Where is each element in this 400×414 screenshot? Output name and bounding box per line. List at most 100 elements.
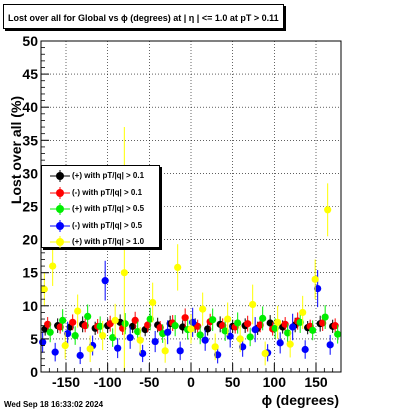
data-point bbox=[101, 277, 109, 285]
data-point bbox=[49, 262, 57, 270]
legend-item-0: (+) with pT/|q| > 0.1 bbox=[42, 168, 159, 184]
y-tick-label-3: 15 bbox=[22, 265, 38, 281]
data-point bbox=[311, 275, 319, 283]
x-tick-label-6: 150 bbox=[304, 374, 328, 390]
data-point bbox=[76, 351, 84, 360]
data-point bbox=[289, 323, 297, 331]
data-point bbox=[69, 318, 77, 326]
data-point bbox=[251, 326, 259, 334]
series-4 bbox=[40, 127, 332, 372]
data-point bbox=[61, 341, 69, 350]
y-tick-label-8: 40 bbox=[22, 99, 38, 115]
legend-label-3: (-) with pT/|q| > 0.5 bbox=[72, 220, 143, 230]
data-point bbox=[196, 331, 204, 339]
data-point bbox=[194, 322, 202, 330]
legend-item-3: (-) with pT/|q| > 0.5 bbox=[42, 218, 159, 234]
data-point bbox=[96, 322, 104, 330]
data-point bbox=[199, 305, 207, 313]
data-point bbox=[214, 351, 222, 359]
x-tick-label-3: 0 bbox=[187, 374, 195, 390]
data-point bbox=[239, 343, 247, 351]
y-tick-label-0: 0 bbox=[30, 364, 38, 380]
y-tick-label-6: 30 bbox=[22, 165, 38, 181]
legend-label-1: (-) with pT/|q| > 0.1 bbox=[72, 187, 143, 197]
y-tick-label-1: 5 bbox=[30, 331, 38, 347]
legend-label-0: (+) with pT/|q| > 0.1 bbox=[72, 171, 145, 180]
y-tick-label-5: 25 bbox=[22, 199, 38, 215]
data-point bbox=[56, 323, 64, 331]
data-point bbox=[319, 319, 327, 327]
y-tick-label-2: 10 bbox=[22, 298, 38, 314]
data-point bbox=[59, 316, 67, 324]
timestamp: Wed Sep 18 16:33:02 2024 bbox=[4, 400, 104, 409]
data-point bbox=[164, 328, 172, 336]
legend-item-4: (+) with pT/|q| > 1.0 bbox=[42, 234, 159, 250]
data-point bbox=[131, 316, 139, 324]
legend-label-2: (+) with pT/|q| > 0.5 bbox=[72, 204, 145, 213]
data-point bbox=[211, 343, 219, 351]
x-axis-label: ϕ (degrees) bbox=[262, 392, 339, 408]
data-point bbox=[321, 313, 329, 321]
data-point bbox=[201, 336, 209, 344]
data-point bbox=[149, 298, 157, 307]
legend-marker-0 bbox=[50, 170, 70, 182]
chart-title: Lost over all for Global vs ϕ (degrees) … bbox=[3, 4, 284, 29]
data-point bbox=[256, 321, 264, 329]
y-tick-label-7: 35 bbox=[22, 132, 38, 148]
data-point bbox=[46, 328, 54, 336]
data-point bbox=[271, 324, 279, 332]
data-point bbox=[244, 320, 252, 328]
data-point bbox=[40, 285, 48, 293]
data-point bbox=[274, 318, 282, 326]
data-point bbox=[259, 314, 267, 322]
data-point bbox=[126, 333, 134, 342]
data-point bbox=[221, 327, 229, 335]
legend-item-2: (+) with pT/|q| > 0.5 bbox=[42, 201, 159, 217]
data-point bbox=[144, 321, 152, 329]
data-point bbox=[249, 300, 257, 309]
data-point bbox=[331, 322, 339, 330]
data-point bbox=[266, 319, 274, 327]
data-point bbox=[181, 314, 189, 322]
data-point bbox=[204, 325, 212, 333]
data-point bbox=[296, 318, 304, 326]
data-point bbox=[64, 330, 72, 338]
y-tick-label-9: 45 bbox=[22, 66, 38, 82]
data-point bbox=[226, 332, 234, 340]
data-point bbox=[146, 315, 154, 323]
data-point bbox=[301, 345, 309, 354]
data-point bbox=[139, 349, 147, 358]
data-point bbox=[174, 263, 182, 272]
data-point bbox=[324, 206, 332, 214]
y-tick-label-10: 50 bbox=[22, 33, 38, 49]
legend-marker-2 bbox=[50, 203, 70, 215]
axes: 0 5 10 15 20 25 30 35 40 45 50 -150 -100 -50 0 50 100 150 bbox=[22, 33, 342, 390]
data-point bbox=[224, 315, 232, 323]
data-point bbox=[261, 349, 269, 358]
data-point bbox=[39, 338, 47, 346]
data-point bbox=[134, 328, 142, 336]
data-point bbox=[136, 336, 144, 344]
data-point bbox=[51, 348, 59, 356]
legend-marker-3 bbox=[50, 219, 70, 232]
data-point bbox=[109, 333, 117, 342]
y-axis-label: Lost over all (%) bbox=[8, 96, 24, 204]
data-point bbox=[86, 345, 94, 353]
data-point bbox=[281, 320, 289, 328]
data-point bbox=[176, 347, 184, 355]
data-point bbox=[286, 340, 294, 348]
data-point bbox=[71, 331, 79, 340]
legend-item-1: (-) with pT/|q| > 0.1 bbox=[42, 185, 159, 201]
legend: (+) with pT/|q| > 0.1 (-) with pT/|q| > 0… bbox=[41, 165, 160, 248]
x-tick-label-1: -100 bbox=[94, 374, 122, 390]
data-point bbox=[299, 308, 307, 317]
data-point bbox=[189, 318, 197, 326]
data-point bbox=[187, 325, 195, 333]
data-point bbox=[326, 341, 334, 349]
legend-label-4: (+) with pT/|q| > 1.0 bbox=[72, 237, 145, 246]
data-point bbox=[99, 331, 107, 340]
data-point bbox=[120, 269, 128, 277]
x-tick-label-2: -50 bbox=[139, 374, 159, 390]
data-point bbox=[276, 339, 284, 347]
